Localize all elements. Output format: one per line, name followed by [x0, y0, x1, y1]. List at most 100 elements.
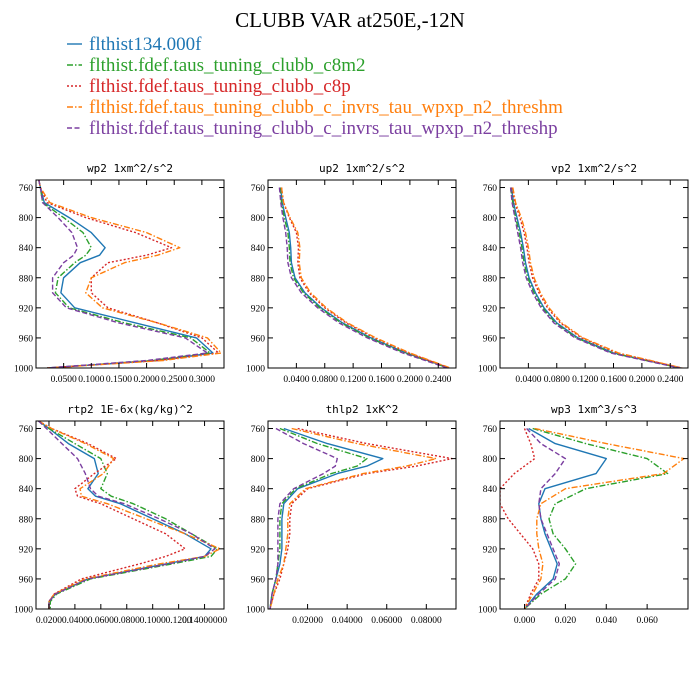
y-tick-label: 840 [483, 485, 498, 495]
series-line [280, 187, 450, 368]
series-line [280, 187, 451, 368]
y-tick-label: 1000 [246, 606, 265, 616]
y-tick-label: 840 [251, 485, 266, 495]
x-tick-label: 0.1200 [166, 616, 192, 626]
x-tick-label: 0.1600 [600, 375, 626, 385]
plot-frame [267, 420, 457, 610]
x-tick-label: 0.0800 [312, 375, 338, 385]
y-tick-label: 960 [251, 334, 266, 344]
x-tick-label: 0.020 [555, 616, 577, 626]
plot-frame [35, 420, 225, 610]
x-tick-label: 0.08000 [411, 616, 442, 626]
x-tick-label: 0.2000 [134, 375, 160, 385]
y-tick-label: 760 [483, 425, 498, 435]
y-tick-label: 920 [19, 545, 34, 555]
y-tick-label: 1000 [14, 606, 33, 616]
series-line [38, 421, 221, 609]
y-tick-label: 760 [19, 425, 34, 435]
plot-frame [267, 179, 457, 369]
series-line [523, 428, 567, 609]
x-tick-label: 0.000 [514, 616, 536, 626]
legend-entry: flthist134.000f [89, 34, 202, 55]
series-line [269, 427, 437, 609]
y-tick-label: 840 [19, 244, 34, 254]
series-line [38, 180, 222, 368]
series-line [269, 427, 368, 609]
series-line [38, 180, 214, 368]
series-line [269, 427, 384, 609]
series-line [38, 180, 220, 368]
chart-panel: wp3 1xm^3/s^3 760 800 840 880 920 960 1000 0.000… [478, 403, 689, 626]
chart-panel: vp2 1xm^2/s^2 760 800 840 880 920 960 1000 0.040… [478, 162, 689, 385]
series-line [509, 187, 681, 368]
x-tick-label: 0.3000 [189, 375, 215, 385]
series-line [509, 187, 680, 368]
series-line [512, 187, 683, 368]
x-tick-label: 0.2400 [657, 375, 683, 385]
x-tick-label: 0.040 [596, 616, 618, 626]
x-tick-label: 0.0200 [36, 616, 62, 626]
y-tick-label: 840 [19, 485, 34, 495]
x-tick-label: 0.0400 [515, 375, 541, 385]
chart-panel: thlp2 1xK^2 760 800 840 880 920 960 1000 0.02000… [246, 403, 457, 626]
y-tick-label: 1000 [478, 606, 497, 616]
legend-entry: flthist.fdef.taus_tuning_clubb_c_invrs_t… [89, 97, 563, 118]
y-tick-label: 840 [483, 244, 498, 254]
panel-title: wp3 1xm^3/s^3 [551, 403, 637, 416]
y-tick-label: 960 [483, 575, 498, 585]
y-tick-label: 880 [19, 515, 34, 525]
plot-frame [35, 179, 225, 369]
y-tick-label: 800 [251, 455, 266, 465]
chart-panels: wp2 1xm^2/s^2 760 800 840 880 920 960 1000 0.050… [14, 162, 689, 626]
series-line [523, 427, 607, 609]
x-tick-label: 0.14000000 [182, 616, 227, 626]
x-tick-label: 0.06000 [371, 616, 402, 626]
chart-panel: up2 1xm^2/s^2 760 800 840 880 920 960 1000 0.040… [246, 162, 457, 385]
x-tick-label: 0.2000 [629, 375, 655, 385]
series-line [280, 187, 450, 368]
series-line [38, 180, 209, 368]
series-line [279, 187, 449, 368]
y-tick-label: 840 [251, 244, 266, 254]
y-tick-label: 880 [251, 274, 266, 284]
y-tick-label: 920 [251, 545, 266, 555]
x-tick-label: 0.0400 [62, 616, 88, 626]
series-line [269, 427, 453, 609]
y-tick-label: 760 [251, 184, 266, 194]
y-tick-label: 800 [483, 214, 498, 224]
x-tick-label: 0.1000 [140, 616, 166, 626]
panel-title: vp2 1xm^2/s^2 [551, 162, 637, 175]
y-tick-label: 1000 [246, 365, 265, 375]
legend: flthist134.000fflthist.fdef.taus_tuning_… [67, 34, 563, 139]
panel-title: wp2 1xm^2/s^2 [87, 162, 173, 175]
y-tick-label: 960 [19, 334, 34, 344]
x-tick-label: 0.2000 [397, 375, 423, 385]
series-line [269, 427, 338, 609]
y-tick-label: 920 [251, 304, 266, 314]
x-tick-label: 0.0800 [114, 616, 140, 626]
legend-entry: flthist.fdef.taus_tuning_clubb_c8m2 [89, 55, 366, 76]
figure-title: CLUBB VAR at250E,-12N [235, 8, 465, 32]
y-tick-label: 760 [251, 425, 266, 435]
legend-entry: flthist.fdef.taus_tuning_clubb_c8p [89, 76, 351, 97]
x-tick-label: 0.02000 [292, 616, 323, 626]
x-tick-label: 0.1600 [368, 375, 394, 385]
x-tick-label: 0.1000 [78, 375, 104, 385]
y-tick-label: 960 [19, 575, 34, 585]
x-tick-label: 0.2400 [425, 375, 451, 385]
y-tick-label: 800 [19, 214, 34, 224]
panel-title: up2 1xm^2/s^2 [319, 162, 405, 175]
y-tick-label: 880 [483, 274, 498, 284]
series-line [38, 421, 216, 609]
y-tick-label: 920 [19, 304, 34, 314]
series-line [38, 180, 211, 368]
y-tick-label: 960 [251, 575, 266, 585]
x-tick-label: 0.1200 [572, 375, 598, 385]
series-line [524, 427, 669, 609]
plot-frame [499, 420, 689, 610]
y-tick-label: 920 [483, 545, 498, 555]
y-tick-label: 760 [19, 184, 34, 194]
x-tick-label: 0.0400 [283, 375, 309, 385]
series-line [500, 428, 540, 609]
